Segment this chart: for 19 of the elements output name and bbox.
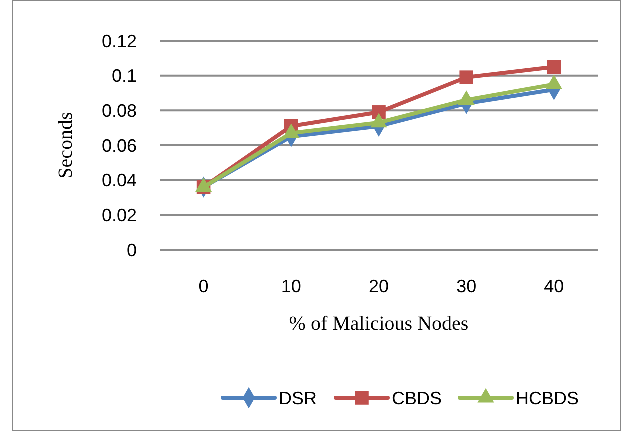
x-tick-label: 30 xyxy=(456,276,477,296)
point xyxy=(547,60,562,74)
point xyxy=(460,70,474,84)
y-tick-label: 0 xyxy=(126,240,137,260)
y-tick-label: 0.08 xyxy=(102,100,137,121)
x-tick-label: 40 xyxy=(544,276,564,296)
legend-label: CBDS xyxy=(392,388,442,408)
legend-label: HCBDS xyxy=(516,388,580,408)
y-tick-label: 0.1 xyxy=(112,66,137,86)
y-tick-label: 0.12 xyxy=(102,31,137,52)
x-tick-label: 20 xyxy=(368,276,390,296)
legend-label: DSR xyxy=(279,388,318,408)
y-axis-title: Seconds xyxy=(55,112,77,179)
y-tick-label: 0.04 xyxy=(102,170,137,191)
y-tick-label: 0.06 xyxy=(102,136,137,156)
x-axis-title: % of Malicious Nodes xyxy=(289,313,469,335)
y-tick-label: 0.02 xyxy=(102,205,137,226)
x-tick-label: 10 xyxy=(281,276,302,296)
x-tick-label: 0 xyxy=(198,276,209,296)
